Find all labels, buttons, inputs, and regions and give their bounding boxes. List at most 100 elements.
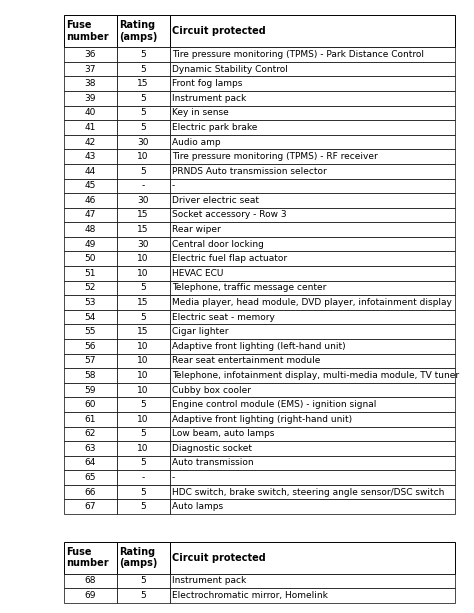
Text: 5: 5	[140, 167, 146, 176]
Bar	[117, 383, 170, 397]
Bar	[64, 164, 117, 178]
Text: Instrument pack: Instrument pack	[172, 576, 246, 585]
Bar	[117, 208, 170, 223]
Bar	[170, 77, 455, 91]
Bar	[170, 15, 455, 47]
Text: 64: 64	[85, 459, 96, 468]
Bar	[64, 368, 117, 383]
Text: 5: 5	[140, 400, 146, 409]
Bar	[64, 542, 117, 574]
Bar	[170, 427, 455, 441]
Bar	[64, 500, 117, 514]
Text: 10: 10	[137, 342, 149, 351]
Bar	[64, 47, 117, 62]
Bar	[117, 15, 170, 47]
Bar	[64, 441, 117, 455]
Text: 37: 37	[85, 64, 96, 74]
Bar	[117, 266, 170, 281]
Bar	[170, 237, 455, 251]
Text: Adaptive front lighting (left-hand unit): Adaptive front lighting (left-hand unit)	[172, 342, 346, 351]
Text: Low beam, auto lamps: Low beam, auto lamps	[172, 429, 274, 438]
Bar	[64, 208, 117, 223]
Text: 10: 10	[137, 254, 149, 263]
Text: 68: 68	[85, 576, 96, 585]
Bar	[117, 91, 170, 105]
Bar	[64, 120, 117, 135]
Text: 41: 41	[85, 123, 96, 132]
Bar	[170, 441, 455, 455]
Text: 5: 5	[140, 459, 146, 468]
Bar	[117, 542, 170, 574]
Bar	[117, 237, 170, 251]
Bar	[117, 178, 170, 193]
Bar	[64, 105, 117, 120]
Bar	[117, 397, 170, 412]
Bar	[64, 15, 117, 47]
Bar	[64, 354, 117, 368]
Text: PRNDS Auto transmission selector: PRNDS Auto transmission selector	[172, 167, 327, 176]
Text: 67: 67	[85, 502, 96, 511]
Bar	[170, 324, 455, 339]
Bar	[170, 542, 455, 574]
Text: 59: 59	[85, 386, 96, 395]
Text: Rating
(amps): Rating (amps)	[119, 547, 157, 568]
Text: Central door locking: Central door locking	[172, 240, 264, 249]
Bar	[170, 412, 455, 427]
Bar	[170, 339, 455, 354]
Text: Front fog lamps: Front fog lamps	[172, 79, 242, 88]
Bar	[170, 470, 455, 485]
Bar	[170, 383, 455, 397]
Text: Key in sense: Key in sense	[172, 109, 228, 117]
Bar	[117, 62, 170, 77]
Bar	[170, 310, 455, 324]
Text: 61: 61	[85, 415, 96, 424]
Bar	[64, 485, 117, 500]
Bar	[170, 500, 455, 514]
Bar	[170, 120, 455, 135]
Text: 10: 10	[137, 415, 149, 424]
Bar	[170, 164, 455, 178]
Text: 52: 52	[85, 283, 96, 292]
Text: Dynamic Stability Control: Dynamic Stability Control	[172, 64, 288, 74]
Bar	[117, 339, 170, 354]
Text: 5: 5	[140, 488, 146, 497]
Text: Cubby box cooler: Cubby box cooler	[172, 386, 251, 395]
Bar	[170, 91, 455, 105]
Text: 5: 5	[140, 591, 146, 600]
Text: 15: 15	[137, 225, 149, 234]
Bar	[170, 62, 455, 77]
Bar	[170, 47, 455, 62]
Text: Auto transmission: Auto transmission	[172, 459, 254, 468]
Text: Socket accessory - Row 3: Socket accessory - Row 3	[172, 210, 287, 219]
Text: HDC switch, brake switch, steering angle sensor/DSC switch: HDC switch, brake switch, steering angle…	[172, 488, 444, 497]
Text: 39: 39	[85, 94, 96, 103]
Text: 5: 5	[140, 64, 146, 74]
Text: 15: 15	[137, 327, 149, 336]
Bar	[170, 295, 455, 310]
Text: Rear wiper: Rear wiper	[172, 225, 221, 234]
Bar	[64, 266, 117, 281]
Bar	[117, 588, 170, 603]
Text: 10: 10	[137, 444, 149, 453]
Text: 36: 36	[85, 50, 96, 59]
Bar	[117, 455, 170, 470]
Text: 55: 55	[85, 327, 96, 336]
Text: 57: 57	[85, 356, 96, 365]
Bar	[117, 427, 170, 441]
Text: Telephone, infotainment display, multi-media module, TV tuner: Telephone, infotainment display, multi-m…	[172, 371, 459, 380]
Text: 10: 10	[137, 269, 149, 278]
Bar	[64, 91, 117, 105]
Bar	[170, 105, 455, 120]
Text: 38: 38	[85, 79, 96, 88]
Text: 58: 58	[85, 371, 96, 380]
Bar	[117, 251, 170, 266]
Bar	[64, 310, 117, 324]
Bar	[170, 193, 455, 208]
Text: 53: 53	[85, 298, 96, 307]
Text: Auto lamps: Auto lamps	[172, 502, 223, 511]
Bar	[117, 150, 170, 164]
Text: 63: 63	[85, 444, 96, 453]
Text: Tire pressure monitoring (TPMS) - RF receiver: Tire pressure monitoring (TPMS) - RF rec…	[172, 152, 378, 161]
Bar	[64, 324, 117, 339]
Text: 44: 44	[85, 167, 96, 176]
